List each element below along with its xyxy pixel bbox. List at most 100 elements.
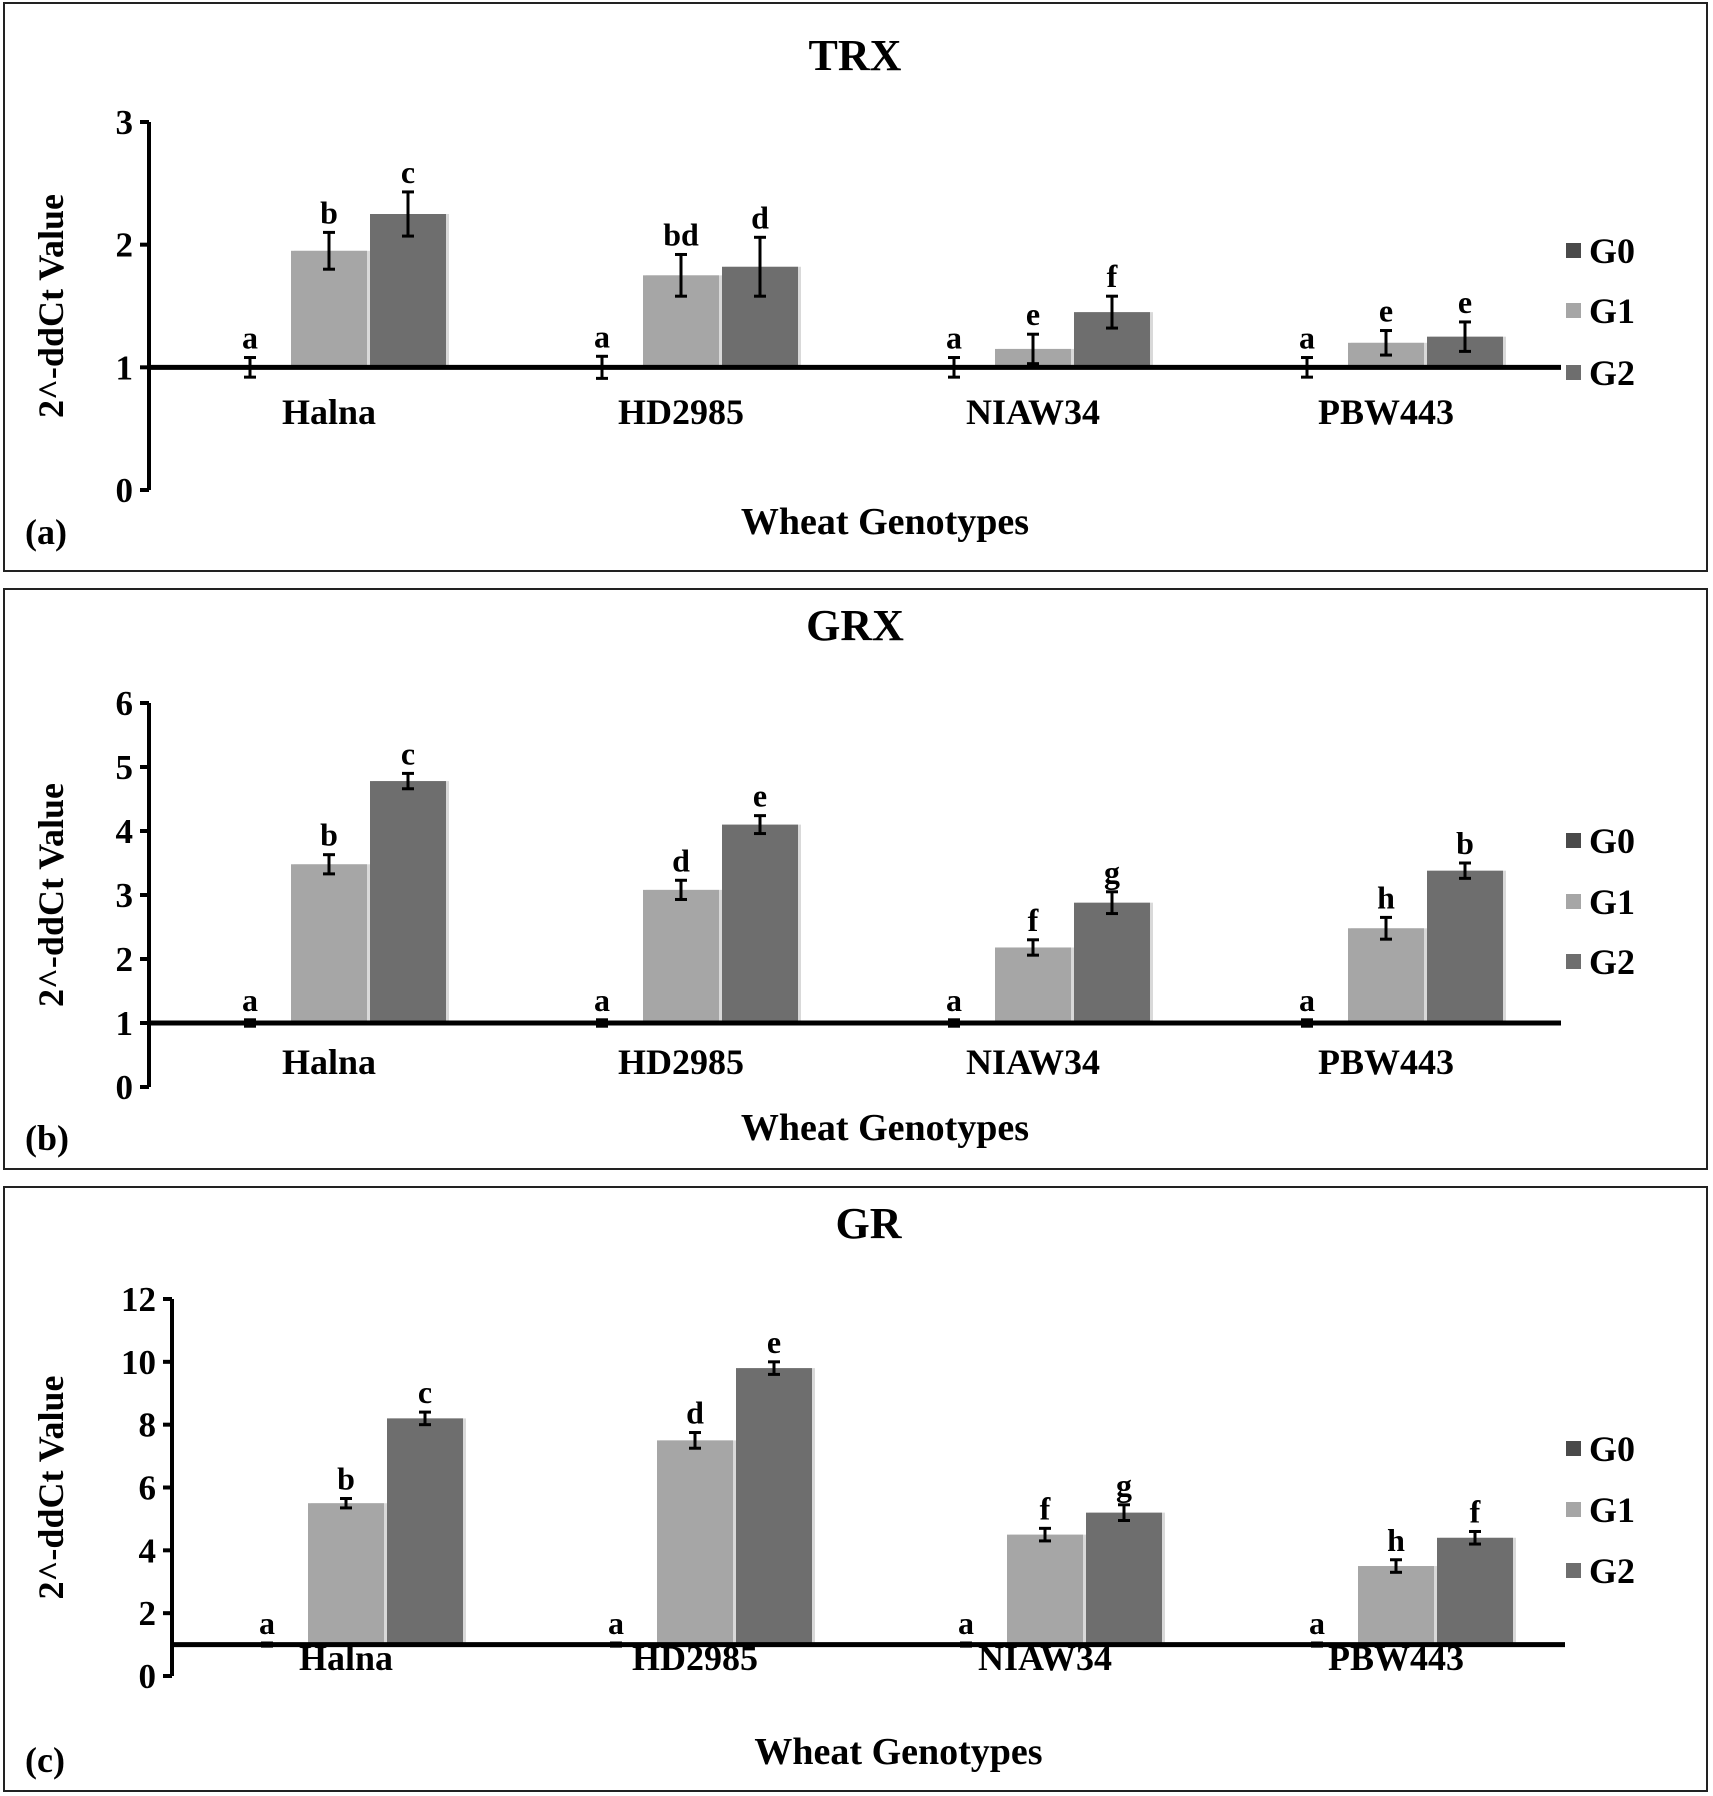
significance-letter: a xyxy=(594,982,610,1018)
significance-letter: a xyxy=(1299,320,1315,356)
y-tick-label: 10 xyxy=(121,1343,156,1382)
chart-svg-grx: GRX 0 1 2 3 4 5 6 2^-ddCt Value a a a a b d f h c e g b Halna… xyxy=(25,601,1635,1158)
y-axis-label: 2^-ddCt Value xyxy=(31,194,71,418)
category-label: Halna xyxy=(299,1638,393,1678)
y-tick-label: 0 xyxy=(116,1068,134,1107)
significance-letter: a xyxy=(946,320,962,356)
category-label: HD2985 xyxy=(632,1638,758,1678)
y-tick-label: 1 xyxy=(116,348,134,387)
y-tick-label: 0 xyxy=(139,1657,157,1696)
legend-swatch-g1 xyxy=(1566,1502,1581,1517)
chart-title: GR xyxy=(836,1199,903,1248)
chart-panel-grx: GRX 0 1 2 3 4 5 6 2^-ddCt Value a a a a b d f h c e g b Halna… xyxy=(3,588,1708,1170)
significance-letter: f xyxy=(1470,1493,1481,1529)
category-label: HD2985 xyxy=(618,1042,744,1082)
bar-g2 xyxy=(1427,870,1503,1023)
category-label: PBW443 xyxy=(1328,1638,1464,1678)
significance-letter: d xyxy=(686,1395,704,1431)
bar-g1 xyxy=(308,1503,384,1645)
significance-letter: b xyxy=(320,194,338,230)
bar-g2 xyxy=(387,1418,463,1645)
y-tick-label: 8 xyxy=(139,1406,157,1445)
bar-g1 xyxy=(1358,1566,1434,1645)
significance-letter: a xyxy=(242,320,258,356)
legend-swatch-g0 xyxy=(1566,833,1581,848)
significance-letter: e xyxy=(1026,296,1040,332)
legend-swatch-g2 xyxy=(1566,1563,1581,1578)
significance-letter: f xyxy=(1107,258,1118,294)
bar-g1 xyxy=(1007,1534,1083,1645)
significance-letter: e xyxy=(1379,293,1393,329)
bar-g1 xyxy=(995,947,1071,1023)
significance-letter: c xyxy=(418,1374,432,1410)
significance-letter: b xyxy=(1456,825,1474,861)
legend-label-g0: G0 xyxy=(1589,231,1635,271)
significance-letter: e xyxy=(753,778,767,814)
significance-letter: a xyxy=(242,982,258,1018)
legend-label-g2: G2 xyxy=(1589,353,1635,393)
bar-g1 xyxy=(643,889,719,1023)
category-label: NIAW34 xyxy=(978,1638,1112,1678)
significance-letter: d xyxy=(751,199,769,235)
bar-g2 xyxy=(1437,1537,1513,1645)
significance-letter: h xyxy=(1387,1522,1405,1558)
legend-label-g0: G0 xyxy=(1589,821,1635,861)
significance-letter: e xyxy=(767,1324,781,1360)
legend-swatch-g2 xyxy=(1566,954,1581,969)
x-axis-label: Wheat Genotypes xyxy=(741,501,1029,543)
x-axis-label: Wheat Genotypes xyxy=(754,1731,1042,1773)
chart-title: GRX xyxy=(806,601,904,650)
bar-g1 xyxy=(291,864,367,1023)
significance-letter: g xyxy=(1104,854,1120,890)
y-tick-label: 6 xyxy=(116,684,134,723)
y-tick-label: 4 xyxy=(116,812,134,851)
bar-g2 xyxy=(1086,1512,1162,1645)
legend-swatch-g1 xyxy=(1566,894,1581,909)
category-label: NIAW34 xyxy=(966,392,1100,432)
significance-letter: f xyxy=(1040,1490,1051,1526)
y-tick-label: 3 xyxy=(116,876,134,915)
bar-g2 xyxy=(1074,902,1150,1023)
significance-letter: a xyxy=(259,1605,275,1641)
y-tick-label: 6 xyxy=(139,1469,157,1508)
panel-label: (a) xyxy=(25,512,67,552)
category-label: PBW443 xyxy=(1318,1042,1454,1082)
category-label: Halna xyxy=(282,1042,376,1082)
chart-svg-trx: TRX 0 1 2 3 2^-ddCt Value a a a a b bd e e c d f e Halna HD… xyxy=(25,31,1635,552)
legend-label-g0: G0 xyxy=(1589,1429,1635,1469)
panel-label: (b) xyxy=(25,1118,69,1158)
legend-label-g1: G1 xyxy=(1589,1490,1635,1530)
significance-letter: f xyxy=(1028,902,1039,938)
legend-swatch-g0 xyxy=(1566,243,1581,258)
chart-panel-gr: GR 0 2 4 6 8 10 12 2^-ddCt Value a a a a b d f h c e g f Haln… xyxy=(3,1186,1708,1792)
significance-letter: e xyxy=(1458,284,1472,320)
legend-swatch-g2 xyxy=(1566,365,1581,380)
category-label: NIAW34 xyxy=(966,1042,1100,1082)
bar-g2 xyxy=(722,824,798,1023)
category-label: PBW443 xyxy=(1318,392,1454,432)
significance-letter: a xyxy=(1309,1605,1325,1641)
legend-swatch-g1 xyxy=(1566,303,1581,318)
legend-label-g1: G1 xyxy=(1589,291,1635,331)
significance-letter: d xyxy=(672,842,690,878)
significance-letter: a xyxy=(958,1605,974,1641)
y-tick-label: 3 xyxy=(116,103,134,142)
legend-label-g2: G2 xyxy=(1589,942,1635,982)
y-axis-label: 2^-ddCt Value xyxy=(31,1375,71,1599)
panel-label: (c) xyxy=(25,1740,65,1780)
x-axis-label: Wheat Genotypes xyxy=(741,1107,1029,1149)
significance-letter: g xyxy=(1116,1467,1132,1503)
legend-label-g1: G1 xyxy=(1589,882,1635,922)
significance-letter: c xyxy=(401,735,415,771)
y-tick-label: 2 xyxy=(116,940,134,979)
y-axis-label: 2^-ddCt Value xyxy=(31,783,71,1007)
chart-title: TRX xyxy=(809,31,902,80)
y-tick-label: 0 xyxy=(116,471,134,510)
category-label: Halna xyxy=(282,392,376,432)
significance-letter: b xyxy=(320,817,338,853)
significance-letter: h xyxy=(1377,879,1395,915)
y-tick-label: 12 xyxy=(121,1280,156,1319)
significance-letter: bd xyxy=(663,216,699,252)
category-label: HD2985 xyxy=(618,392,744,432)
y-tick-label: 4 xyxy=(139,1531,157,1570)
